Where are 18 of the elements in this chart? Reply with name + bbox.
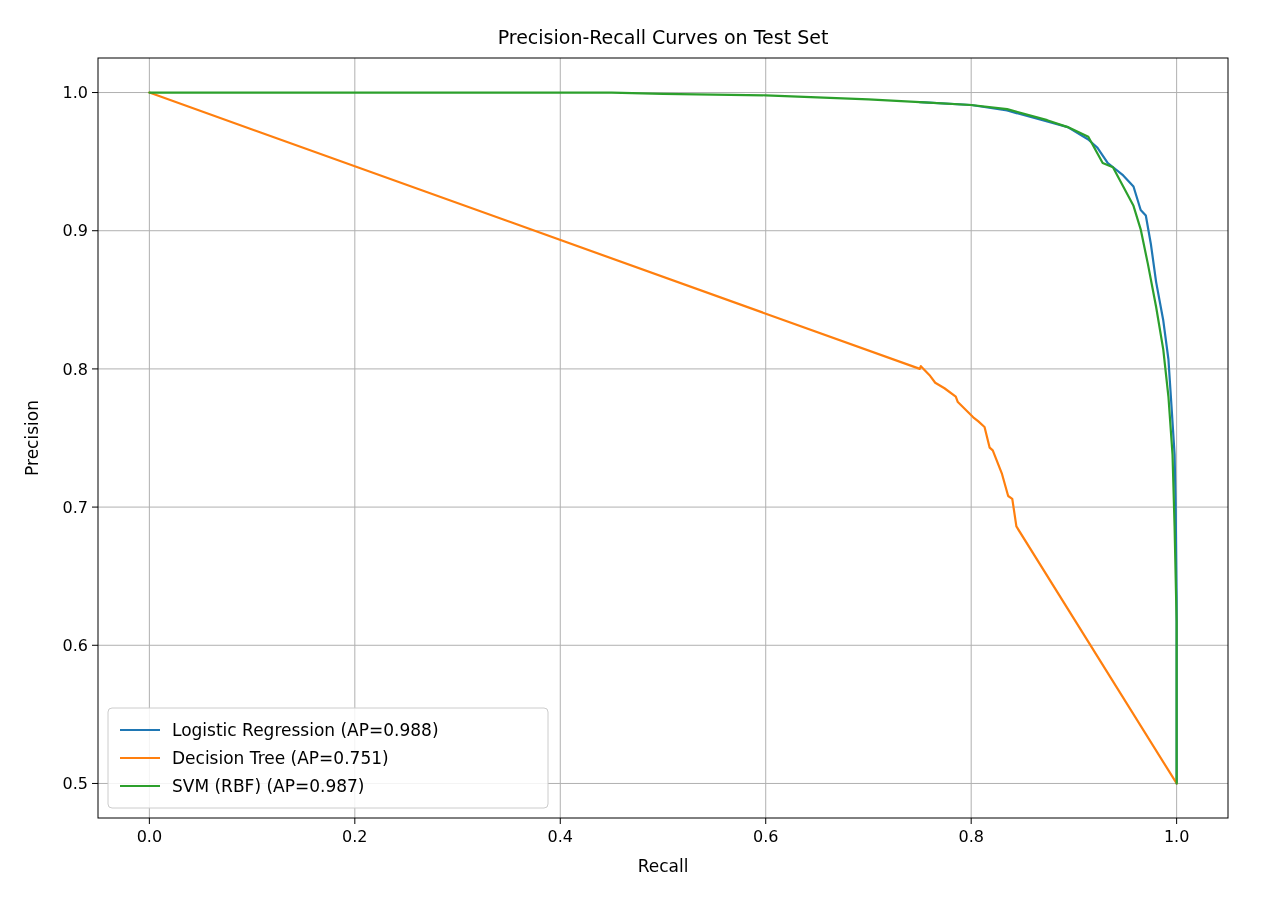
- y-tick-label: 0.9: [62, 221, 88, 241]
- y-tick-label: 1.0: [62, 83, 88, 103]
- y-tick-label: 0.8: [62, 359, 88, 379]
- legend-label: Logistic Regression (AP=0.988): [172, 719, 439, 740]
- y-axis-title: Precision: [22, 400, 42, 476]
- y-tick-label: 0.7: [62, 497, 88, 517]
- x-tick-label: 0.6: [753, 827, 779, 846]
- x-tick-label: 0.8: [958, 827, 984, 846]
- legend-label: Decision Tree (AP=0.751): [172, 747, 389, 768]
- x-tick-label: 0.2: [342, 827, 368, 846]
- chart-title: Precision-Recall Curves on Test Set: [497, 26, 829, 48]
- x-tick-label: 0.4: [547, 827, 573, 846]
- x-tick-label: 1.0: [1163, 827, 1190, 846]
- y-tick-label: 0.6: [62, 635, 88, 655]
- y-tick-label: 0.5: [62, 774, 88, 794]
- legend-label: SVM (RBF) (AP=0.987): [172, 775, 365, 796]
- x-axis-title: Recall: [637, 856, 689, 876]
- x-tick-label: 0.0: [136, 827, 163, 846]
